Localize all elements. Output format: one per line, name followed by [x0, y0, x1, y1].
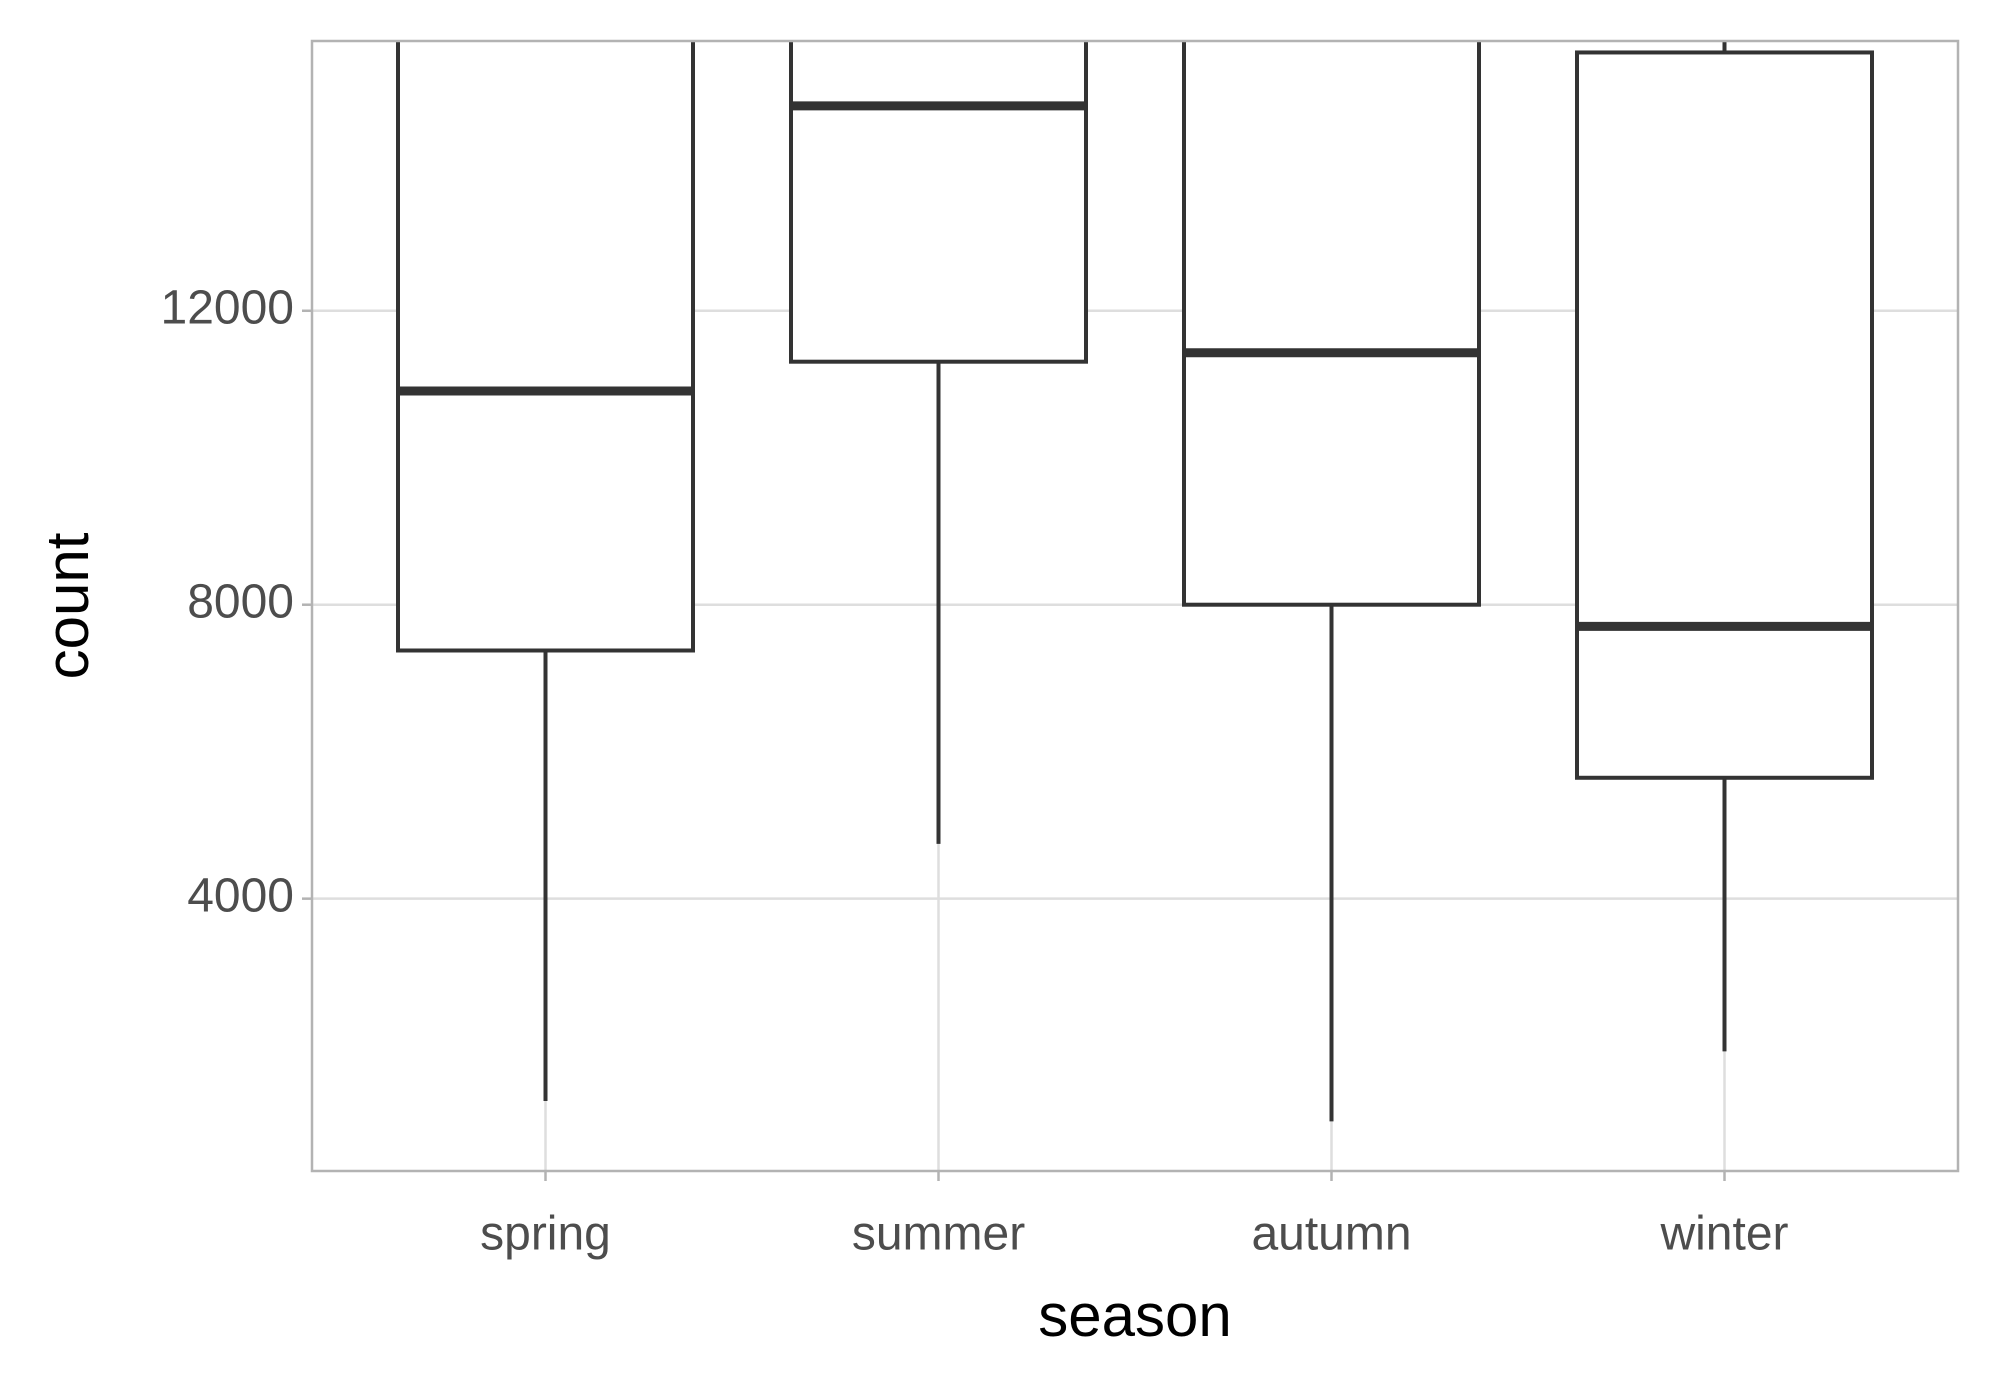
y-axis-title: count [34, 532, 101, 679]
y-tick-label: 12000 [161, 281, 294, 334]
x-tick-label: winter [1659, 1208, 1788, 1261]
box [789, 41, 1088, 364]
box [1575, 50, 1874, 780]
box [396, 41, 695, 653]
box [1182, 41, 1481, 607]
x-axis-title: season [1038, 1282, 1231, 1349]
marks [396, 41, 1874, 1122]
x-tick-label: spring [480, 1208, 611, 1261]
y-tick-label: 4000 [187, 869, 294, 922]
x-tick-label: summer [852, 1208, 1025, 1261]
x-tick-label: autumn [1251, 1208, 1411, 1261]
panel-border [310, 39, 1960, 1173]
y-tick-label: 8000 [187, 575, 294, 628]
